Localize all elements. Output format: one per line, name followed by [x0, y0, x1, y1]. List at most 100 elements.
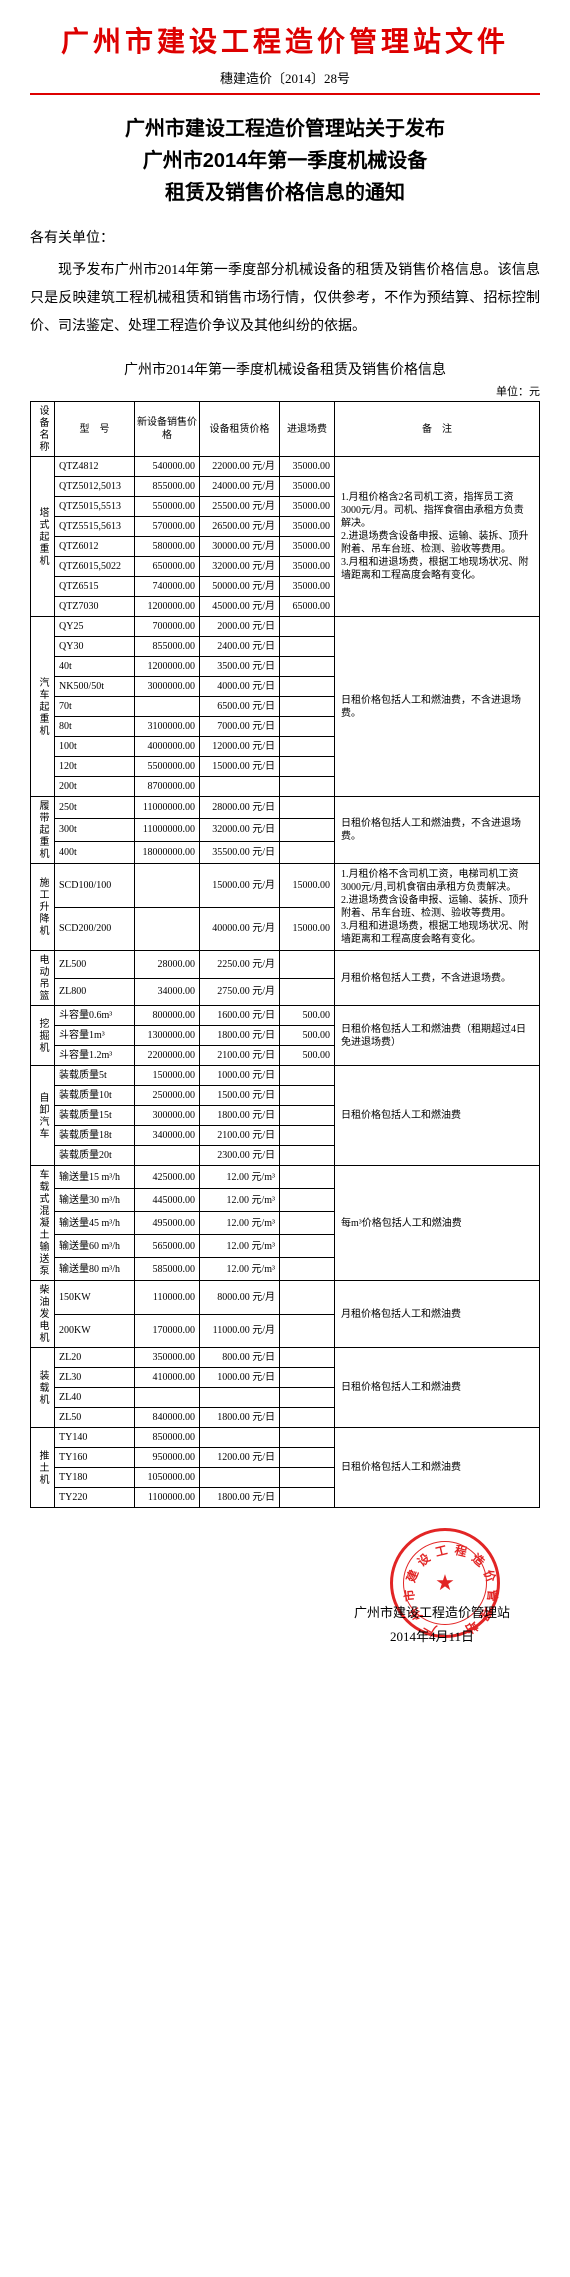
cell-rent-price: 12.00 元/m³ — [200, 1258, 280, 1281]
cell-sale-price: 4000000.00 — [135, 737, 200, 757]
cell-entry-fee: 500.00 — [280, 1046, 335, 1066]
cell-model: 120t — [55, 757, 135, 777]
table-row: 汽车起重机QY25700000.002000.00 元/日日租价格包括人工和燃油… — [31, 617, 540, 637]
cell-entry-fee: 35000.00 — [280, 497, 335, 517]
cell-entry-fee — [280, 1189, 335, 1212]
cell-entry-fee — [280, 951, 335, 979]
cell-sale-price: 18000000.00 — [135, 841, 200, 863]
cell-model: QTZ5015,5513 — [55, 497, 135, 517]
cell-rent-price: 12.00 元/m³ — [200, 1166, 280, 1189]
cell-entry-fee — [280, 1408, 335, 1428]
cell-model: 装载质量15t — [55, 1106, 135, 1126]
cell-rent-price: 1000.00 元/日 — [200, 1066, 280, 1086]
cell-sale-price — [135, 907, 200, 951]
cell-note: 日租价格包括人工和燃油费 — [335, 1428, 540, 1508]
cell-sale-price — [135, 1388, 200, 1408]
cell-entry-fee: 35000.00 — [280, 457, 335, 477]
cell-sale-price: 650000.00 — [135, 557, 200, 577]
cell-note: 每m³价格包括人工和燃油费 — [335, 1166, 540, 1281]
cell-sale-price: 34000.00 — [135, 978, 200, 1006]
table-row: 施工升降机SCD100/10015000.00 元/月15000.001.月租价… — [31, 864, 540, 908]
cell-sale-price: 8700000.00 — [135, 777, 200, 797]
cell-rent-price: 8000.00 元/月 — [200, 1281, 280, 1315]
cell-sale-price — [135, 1146, 200, 1166]
cell-entry-fee — [280, 1448, 335, 1468]
cell-entry-fee — [280, 1258, 335, 1281]
cell-model: QTZ7030 — [55, 597, 135, 617]
cell-model: TY140 — [55, 1428, 135, 1448]
cell-entry-fee: 65000.00 — [280, 597, 335, 617]
cell-rent-price: 2300.00 元/日 — [200, 1146, 280, 1166]
cell-model: 装载质量10t — [55, 1086, 135, 1106]
table-title: 广州市2014年第一季度机械设备租赁及销售价格信息 — [30, 359, 540, 379]
cell-rent-price — [200, 1388, 280, 1408]
cell-category: 履带起重机 — [31, 797, 55, 864]
cell-note: 月租价格包括人工和燃油费 — [335, 1281, 540, 1348]
cell-rent-price: 1000.00 元/日 — [200, 1368, 280, 1388]
cell-rent-price: 12.00 元/m³ — [200, 1189, 280, 1212]
cell-rent-price: 1600.00 元/日 — [200, 1006, 280, 1026]
cell-rent-price: 6500.00 元/日 — [200, 697, 280, 717]
cell-sale-price: 1300000.00 — [135, 1026, 200, 1046]
cell-rent-price: 28000.00 元/日 — [200, 797, 280, 819]
cell-category: 推土机 — [31, 1428, 55, 1508]
cell-entry-fee — [280, 1212, 335, 1235]
cell-model: 100t — [55, 737, 135, 757]
table-header-row: 设备名称 型 号 新设备销售价格 设备租赁价格 进退场费 备 注 — [31, 402, 540, 457]
cell-rent-price: 1500.00 元/日 — [200, 1086, 280, 1106]
document-footer: ★ 广州市建设工程造价管理站 广州市建设工程造价管理站 2014年4月11日 — [30, 1538, 540, 1658]
cell-model: 输送量30 m³/h — [55, 1189, 135, 1212]
table-row: 电动吊篮ZL50028000.002250.00 元/月月租价格包括人工费，不含… — [31, 951, 540, 979]
cell-model: 150KW — [55, 1281, 135, 1315]
table-row: 履带起重机250t11000000.0028000.00 元/日日租价格包括人工… — [31, 797, 540, 819]
seal-char: 价 — [480, 1567, 500, 1584]
cell-entry-fee — [280, 1146, 335, 1166]
cell-model: 输送量60 m³/h — [55, 1235, 135, 1258]
cell-sale-price: 1100000.00 — [135, 1488, 200, 1508]
cell-entry-fee — [280, 841, 335, 863]
cell-sale-price — [135, 697, 200, 717]
seal-char: 造 — [468, 1549, 488, 1570]
th-sale-price: 新设备销售价格 — [135, 402, 200, 457]
table-row: 塔式起重机QTZ4812540000.0022000.00 元/月35000.0… — [31, 457, 540, 477]
cell-entry-fee — [280, 978, 335, 1006]
cell-model: 200KW — [55, 1314, 135, 1348]
cell-model: 装载质量20t — [55, 1146, 135, 1166]
cell-rent-price: 40000.00 元/月 — [200, 907, 280, 951]
cell-entry-fee: 500.00 — [280, 1006, 335, 1026]
cell-sale-price: 2200000.00 — [135, 1046, 200, 1066]
cell-sale-price: 445000.00 — [135, 1189, 200, 1212]
cell-rent-price: 12.00 元/m³ — [200, 1235, 280, 1258]
salutation: 各有关单位： — [30, 227, 540, 247]
cell-sale-price: 250000.00 — [135, 1086, 200, 1106]
cell-model: ZL30 — [55, 1368, 135, 1388]
cell-sale-price: 1200000.00 — [135, 597, 200, 617]
table-row: 装载机ZL20350000.00800.00 元/日日租价格包括人工和燃油费 — [31, 1348, 540, 1368]
cell-sale-price: 840000.00 — [135, 1408, 200, 1428]
cell-entry-fee — [280, 797, 335, 819]
cell-model: 装载质量5t — [55, 1066, 135, 1086]
cell-rent-price: 2250.00 元/月 — [200, 951, 280, 979]
cell-rent-price: 7000.00 元/日 — [200, 717, 280, 737]
cell-sale-price — [135, 864, 200, 908]
seal-char: 建 — [402, 1567, 422, 1584]
cell-entry-fee: 35000.00 — [280, 537, 335, 557]
cell-rent-price: 3500.00 元/日 — [200, 657, 280, 677]
cell-rent-price — [200, 1468, 280, 1488]
org-header-title: 广州市建设工程造价管理站文件 — [30, 20, 540, 60]
cell-sale-price: 110000.00 — [135, 1281, 200, 1315]
cell-category: 挖掘机 — [31, 1006, 55, 1066]
cell-rent-price: 12000.00 元/日 — [200, 737, 280, 757]
cell-model: QTZ6515 — [55, 577, 135, 597]
cell-model: TY220 — [55, 1488, 135, 1508]
cell-sale-price: 1200000.00 — [135, 657, 200, 677]
cell-model: QTZ6015,5022 — [55, 557, 135, 577]
cell-entry-fee — [280, 1235, 335, 1258]
footer-org: 广州市建设工程造价管理站 — [354, 1601, 510, 1624]
th-entry-fee: 进退场费 — [280, 402, 335, 457]
cell-sale-price: 300000.00 — [135, 1106, 200, 1126]
seal-char: 设 — [413, 1549, 433, 1570]
cell-category: 装载机 — [31, 1348, 55, 1428]
cell-category: 汽车起重机 — [31, 617, 55, 797]
cell-entry-fee — [280, 717, 335, 737]
